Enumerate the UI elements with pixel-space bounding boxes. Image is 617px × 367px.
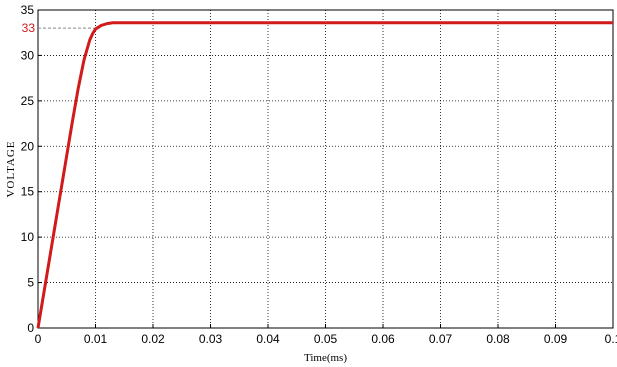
y-tick-label: 15 (21, 185, 35, 199)
x-tick-label: 0.08 (486, 332, 510, 346)
x-tick-label: 0.06 (371, 332, 395, 346)
x-tick-label: 0.03 (199, 332, 223, 346)
x-tick-label: 0.02 (141, 332, 165, 346)
y-tick-label: 35 (21, 3, 35, 17)
y-tick-label: 5 (27, 276, 34, 290)
y-tick-label: 25 (21, 94, 35, 108)
axis-ticks: 0 0.01 0.02 0.03 0.04 0.05 0.06 0.07 0.08 0.09 0.1… (21, 3, 617, 346)
x-tick-label: 0.07 (429, 332, 453, 346)
y-tick-label: 20 (21, 139, 35, 153)
y-axis-label: VOLTAGE (5, 140, 17, 197)
x-tick-label: 0.1 (605, 332, 617, 346)
x-tick-label: 0.04 (256, 332, 280, 346)
grid-lines (38, 10, 613, 328)
x-tick-label: 0.05 (314, 332, 338, 346)
x-axis-label: Time(ms) (304, 352, 347, 364)
x-tick-label: 0.09 (544, 332, 568, 346)
x-tick-label: 0 (35, 332, 42, 346)
annotations: 33 (22, 21, 99, 35)
voltage-series-line (36, 21, 613, 329)
annotation-label-33: 33 (22, 21, 36, 35)
series-layer (36, 21, 613, 329)
y-tick-label: 30 (21, 48, 35, 62)
x-tick-label: 0.01 (84, 332, 108, 346)
y-tick-label: 0 (27, 321, 34, 335)
y-tick-label: 10 (21, 230, 35, 244)
